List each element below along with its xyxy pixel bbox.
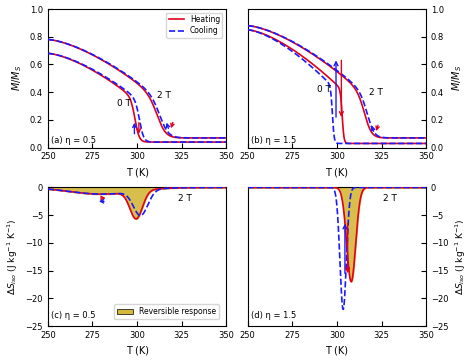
Text: 2 T: 2 T [178,194,192,203]
Legend: Heating, Cooling: Heating, Cooling [166,13,222,38]
Y-axis label: $M/M_S$: $M/M_S$ [450,65,464,91]
Text: (b) η = 1.5: (b) η = 1.5 [251,136,297,145]
X-axis label: T (K): T (K) [126,167,148,177]
X-axis label: T (K): T (K) [126,345,148,356]
Text: 0 T: 0 T [317,85,331,94]
Y-axis label: $\Delta S_{iso}$ (J kg$^{-1}$ K$^{-1}$): $\Delta S_{iso}$ (J kg$^{-1}$ K$^{-1}$) [454,218,468,295]
Text: (a) η = 0.5: (a) η = 0.5 [52,136,96,145]
X-axis label: T (K): T (K) [326,345,348,356]
Text: (c) η = 0.5: (c) η = 0.5 [52,311,96,320]
Text: 0 T: 0 T [118,99,131,108]
Text: 2 T: 2 T [369,88,383,97]
Text: 2 T: 2 T [383,194,397,203]
Legend: Reversible response: Reversible response [114,304,219,319]
Text: 2 T: 2 T [157,91,171,100]
Text: (d) η = 1.5: (d) η = 1.5 [251,311,297,320]
X-axis label: T (K): T (K) [326,167,348,177]
Y-axis label: $\Delta S_{iso}$ (J kg$^{-1}$ K$^{-1}$): $\Delta S_{iso}$ (J kg$^{-1}$ K$^{-1}$) [6,218,20,295]
Y-axis label: $M/M_S$: $M/M_S$ [10,65,24,91]
